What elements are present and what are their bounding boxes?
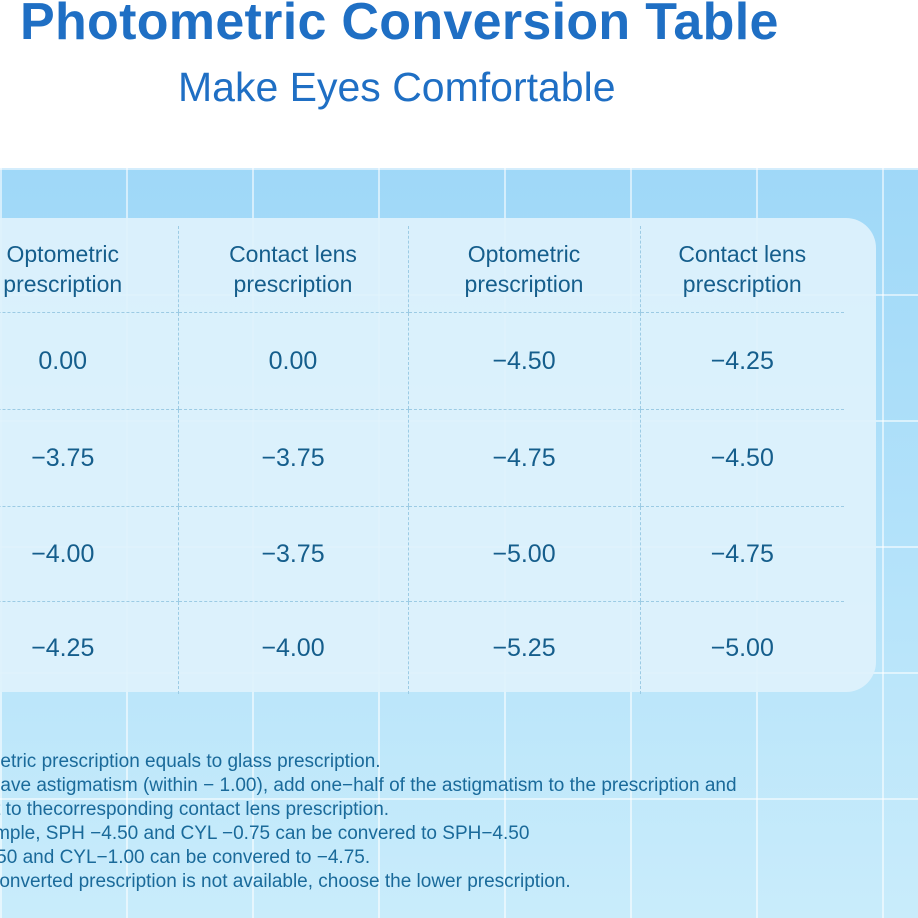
table-cell: −4.00 <box>0 506 178 602</box>
conversion-table: Optometric prescription Contact lens presc… <box>0 226 844 694</box>
table-cell: 0.00 <box>177 312 408 410</box>
column-header: Optometric prescription <box>0 226 178 313</box>
page-subtitle: Make Eyes Comfortable <box>178 64 616 110</box>
table-cell: −3.75 <box>177 409 408 507</box>
table-cell: −5.25 <box>407 601 640 694</box>
header: Photometric Conversion Table Make Eyes C… <box>0 0 918 168</box>
note-line: u have astigmatism (within − 1.00), add … <box>0 775 737 796</box>
table-cell: −3.75 <box>177 506 408 602</box>
table-cell: −4.75 <box>639 506 844 602</box>
note-line: ometric prescription equals to glass pre… <box>0 751 381 772</box>
table-cell: −4.50 <box>407 312 640 410</box>
table-cell: −4.75 <box>407 409 640 507</box>
table-cell: −3.75 <box>0 409 178 507</box>
table-header-row: Optometric prescription Contact lens presc… <box>0 226 844 313</box>
page-title: Photometric Conversion Table <box>20 0 779 51</box>
table-cell: −4.25 <box>639 312 844 410</box>
column-header: Optometric prescription <box>407 226 640 313</box>
table-cell: −4.25 <box>31 633 95 662</box>
notes-list: ometric prescription equals to glass pre… <box>0 750 737 894</box>
column-header: Contact lens prescription <box>177 226 408 313</box>
table-cell: −4.50 <box>639 409 844 507</box>
table-row: −4.25 −4.00 −5.25 −5.00 <box>0 601 844 694</box>
table-row: 0.00 0.00 −4.50 −4.25 <box>0 312 844 410</box>
table-row: −3.75 −3.75 −4.75 −4.50 <box>0 409 844 507</box>
table-cell: 0.00 <box>0 312 178 410</box>
note-line: rt it to thecorresponding contact lens p… <box>0 799 390 820</box>
note-line: xample, SPH −4.50 and CYL −0.75 can be c… <box>0 823 530 844</box>
table-row: −4.00 −3.75 −5.00 −4.75 <box>0 506 844 602</box>
note-line: e converted prescription is not availabl… <box>0 871 571 892</box>
table-cell: −4.00 <box>177 601 408 694</box>
table-cell: −5.00 <box>639 601 844 694</box>
note-line: -4.50 and CYL−1.00 can be convered to −4… <box>0 847 371 868</box>
column-header: Contact lens prescription <box>639 226 844 313</box>
table-cell: −5.00 <box>407 506 640 602</box>
